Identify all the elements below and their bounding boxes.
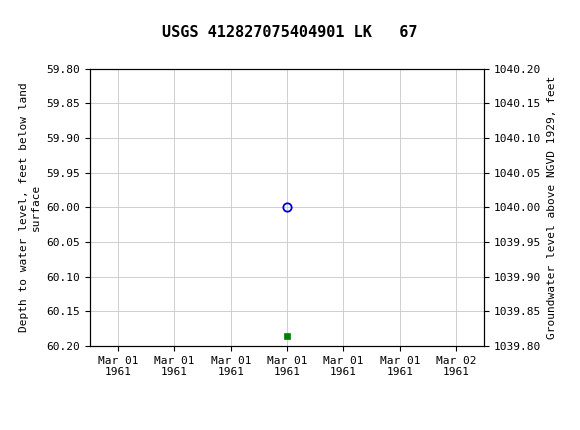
Y-axis label: Depth to water level, feet below land
surface: Depth to water level, feet below land su… xyxy=(19,83,41,332)
Text: USGS 412827075404901 LK   67: USGS 412827075404901 LK 67 xyxy=(162,25,418,40)
Text: ≡USGS: ≡USGS xyxy=(7,9,66,28)
Legend: Period of approved data: Period of approved data xyxy=(179,425,396,430)
Y-axis label: Groundwater level above NGVD 1929, feet: Groundwater level above NGVD 1929, feet xyxy=(547,76,557,339)
